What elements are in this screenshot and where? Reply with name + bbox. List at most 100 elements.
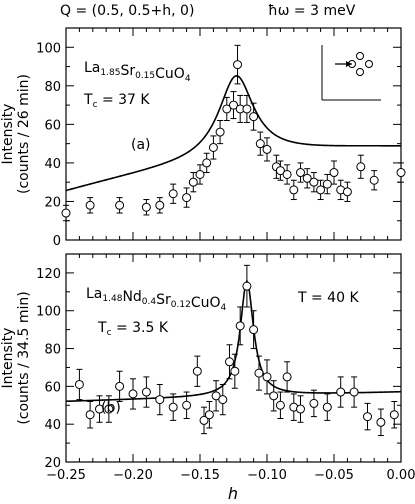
b-data-point [128,378,138,410]
b-data-point [322,393,332,421]
xtick-label: −0.15 [180,468,220,483]
b-data-point [262,359,272,395]
b-data-point [376,408,386,437]
a-data-point [396,162,406,183]
b-data-point [115,370,125,402]
b-data-point [254,355,264,391]
panel-a-ylabel-2: (counts / 26 min) [16,74,32,194]
a-data-point [168,183,178,204]
inset-circle-bottom [356,68,364,76]
a-data-point [329,160,339,185]
xtick-label: 0.00 [387,468,415,483]
b-data-point [269,380,279,412]
a-data-point [188,172,198,193]
a-data-point [369,170,379,191]
a-data-point [296,162,305,183]
b-data-point [275,391,285,420]
b-data-point [192,355,202,387]
b-ytick-label: 20 [44,456,61,471]
xtick-label: −0.05 [314,468,354,483]
b-fit-curve [65,279,402,403]
b-data-point [296,395,305,423]
b-data-point [168,393,178,421]
b-ytick-label: 80 [44,343,61,358]
b-data-point [85,400,95,429]
a-ytick-label: 100 [36,41,61,56]
a-data-point [262,137,272,162]
header-q-label: Q = (0.5, 0.5+h, 0) [60,3,194,19]
a-data-point [255,131,265,156]
panel-b-tc: Tc = 3.5 K [97,320,169,338]
panel-a-ylabel-1: Intensity [0,104,16,165]
a-data-point [249,102,259,131]
panel-b: 20 40 60 80 100 120 −0.25 −0.20 −0.15 −0.10 −0.05 0… [0,253,415,503]
a-data-point [115,197,125,214]
panel-b-frame [65,253,402,463]
b-ytick-label: 60 [44,380,61,395]
b-data-point [204,400,214,429]
a-data-point [235,94,245,123]
a-data-point [208,135,218,160]
inset-circle-right [365,60,373,68]
x-axis-label: h [228,484,238,503]
b-ytick-label: 40 [44,418,61,433]
b-data-point [235,306,245,346]
inset-arrow-icon [346,61,352,67]
panel-b-ylabel-2: (counts / 34.5 min) [16,291,32,424]
a-data-point [229,91,238,120]
a-fit-curve [65,74,402,192]
a-data-point [141,199,151,216]
a-data-point [302,168,312,189]
header-energy-label: ħω = 3 meV [268,3,356,19]
a-data-point [322,173,332,195]
b-data-point [74,368,84,401]
xtick-label: −0.20 [113,468,153,483]
panel-a-sample: La1.85Sr0.15CuO4 [84,60,191,84]
panel-a-tc: Tc = 37 K [83,92,150,110]
panel-a-frame [65,27,402,241]
a-data-point [242,94,252,123]
a-data-point [215,120,225,145]
b-data-point [336,376,346,408]
a-ytick-label: 60 [44,118,61,133]
b-data-point [211,380,221,412]
a-ytick-label: 20 [44,195,61,210]
a-ytick-label: 0 [53,234,61,249]
b-data-point [242,264,252,308]
b-data-point [182,391,192,420]
inset-circle-top [356,52,364,60]
a-data-point [85,197,95,214]
b-ytick-label: 120 [36,267,61,282]
scan-direction-inset [321,45,381,101]
b-ytick-label: 100 [36,305,61,320]
b-data-point [155,383,165,416]
panel-b-ylabel-1: Intensity [0,328,16,389]
panel-b-label: (b) [101,400,121,416]
b-data-point [230,353,240,389]
a-data-point [342,181,352,202]
a-data-point [182,187,192,208]
panel-a-label: (a) [131,137,151,153]
a-data-point [202,152,212,174]
xtick-label: −0.10 [247,468,287,483]
b-data-point [141,376,151,408]
a-ytick-label: 80 [44,80,61,95]
b-data-point [224,344,234,380]
b-data-point [249,310,259,350]
b-data-point [282,361,292,393]
a-data-point [61,204,71,222]
a-data-point [356,154,366,179]
a-data-point [233,44,243,85]
xtick-label: −0.25 [46,468,86,483]
b-data-point [95,395,104,423]
a-data-point [282,164,292,185]
a-data-point [275,160,285,181]
a-data-point [222,96,232,122]
b-data-point [199,406,209,435]
a-ytick-label: 40 [44,157,61,172]
panel-b-sample: La1.48Nd0.4Sr0.12CuO4 [86,286,227,313]
a-data-point [195,164,205,185]
a-data-point [316,179,326,201]
